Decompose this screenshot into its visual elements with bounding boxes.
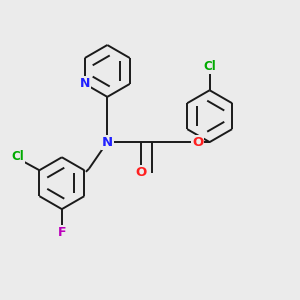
Text: Cl: Cl [203, 60, 216, 73]
Text: O: O [135, 166, 146, 179]
Text: N: N [80, 77, 90, 90]
Text: Cl: Cl [12, 150, 24, 163]
Text: O: O [192, 136, 203, 148]
Text: N: N [102, 136, 113, 148]
Text: F: F [58, 226, 66, 239]
